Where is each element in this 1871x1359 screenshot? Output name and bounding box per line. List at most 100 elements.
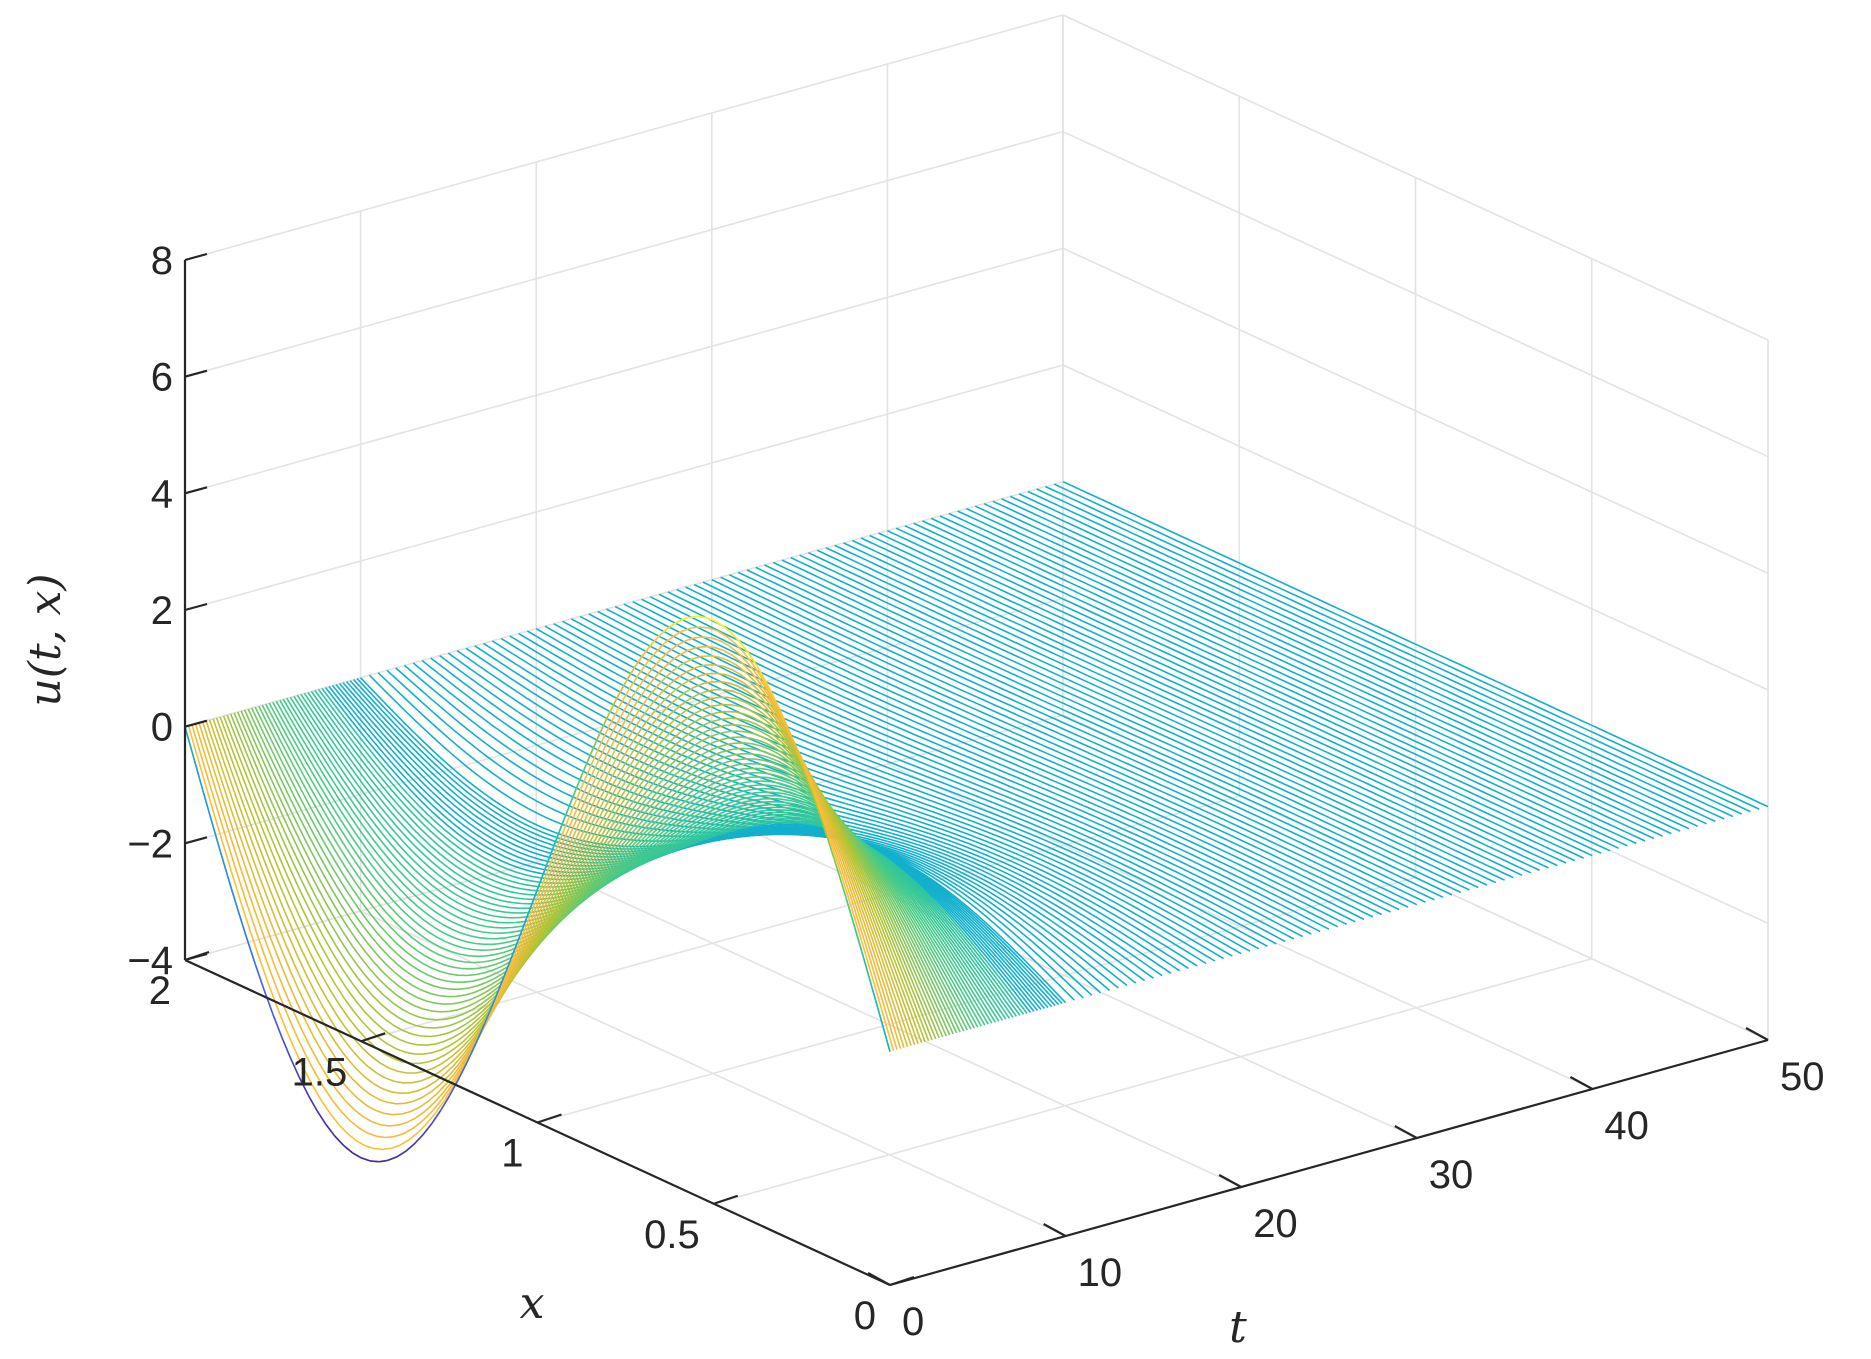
grid-line [184,364,1064,611]
x-tick-label: 0.5 [644,1213,700,1257]
surface-edge [713,619,723,627]
grid-line [184,247,1064,495]
t-tick-mark [867,1272,891,1286]
surface-line [1036,488,1743,815]
surface-line [966,507,1672,835]
t-tick-mark [1394,1125,1418,1139]
grid-line [1062,364,1769,691]
surface-edge [352,1152,362,1159]
surface-edge [818,813,830,841]
t-tick-label: 20 [1253,1202,1298,1246]
surface-line [737,571,1444,899]
x-tick-mark [184,950,210,962]
surface-edge [210,820,222,852]
surface-edge [387,1156,397,1162]
surface-line [992,500,1699,828]
surface-edge [809,787,821,814]
surface-edge [466,1043,477,1063]
surface-edge [201,789,213,821]
surface-edge [457,1062,468,1081]
grid-line [1062,14,1769,341]
surface-edge [739,641,750,655]
surface-edge [343,1144,353,1154]
z-tick-label: −2 [127,822,173,866]
x-tick-label: 2 [149,969,171,1013]
surface-edge [783,719,794,742]
z-tick-label: 2 [151,589,173,633]
surface-line [526,630,1233,957]
z-tick-label: 8 [151,239,173,283]
t-tick-label: 40 [1604,1104,1649,1148]
grid-line [713,957,1592,1205]
x-tick-mark [713,1194,739,1205]
surface-edge [704,616,715,622]
surface-edge [219,850,230,882]
z-tick-mark [184,369,208,378]
surface-line [825,547,1532,874]
z-tick-mark [184,252,208,262]
z-tick-mark [184,836,208,845]
surface-edge [651,633,662,645]
surface-edge [624,667,636,683]
t-tick-label: 0 [902,1300,924,1344]
surface-line [834,544,1541,872]
surface-edge [757,666,768,684]
surface-line [720,576,1426,903]
surface-edge [589,734,600,755]
surface-edge [396,1150,406,1158]
surface-line [746,569,1453,896]
surface-line [948,512,1655,840]
surface-edge [563,796,574,820]
x-tick-label: 1 [501,1132,523,1176]
surface-edge [334,1135,345,1147]
axis-labels: u(t, x) x t [20,573,1247,1353]
surface-edge [862,957,874,990]
x-axis-label: x [520,1278,545,1329]
surface-line [799,554,1505,881]
surface-line [667,591,1374,918]
surface-edge [360,1157,371,1162]
surface-edge [422,1123,433,1136]
surface-edge [730,632,741,643]
t-tick-label: 50 [1780,1055,1825,1099]
surface-edge [325,1124,336,1137]
surface-edge [475,1023,486,1044]
z-tick-mark [184,602,208,612]
surface-edge [527,888,539,913]
surface-edge [439,1095,451,1112]
surface-edge [774,700,785,721]
surface-edge [642,643,653,656]
surface-line [974,505,1681,832]
surface-line [606,608,1312,935]
surface-line [1009,495,1716,823]
surface-edge [696,615,706,619]
surface-line [755,566,1462,894]
surface-line [790,556,1497,884]
surface-edge [519,912,530,937]
t-axis-line [889,1038,1769,1287]
z-tick-label: −4 [127,939,173,983]
surface-edge [669,620,679,628]
surface-edge [483,1002,495,1024]
surface-line [1018,493,1725,820]
surface-edge [431,1110,442,1125]
t-tick-label: 30 [1429,1153,1474,1197]
surface-line [439,654,1146,982]
surface-line [544,625,1251,952]
surface-line [201,663,909,1105]
surface-edge [765,682,777,701]
surface-edge [245,937,257,966]
surface-line [562,620,1268,948]
t-tick-mark [1043,1223,1067,1237]
t-axis-label: t [1229,1302,1247,1353]
surface-edge [492,980,503,1004]
surface-line [808,551,1514,879]
surface-line [483,642,1189,970]
surface-line [641,598,1347,926]
surface-edge [378,1159,388,1163]
surface-edge [536,865,548,890]
surface-edge [801,763,812,789]
x-tick-mark [889,1275,915,1287]
surface-edge [237,909,248,939]
